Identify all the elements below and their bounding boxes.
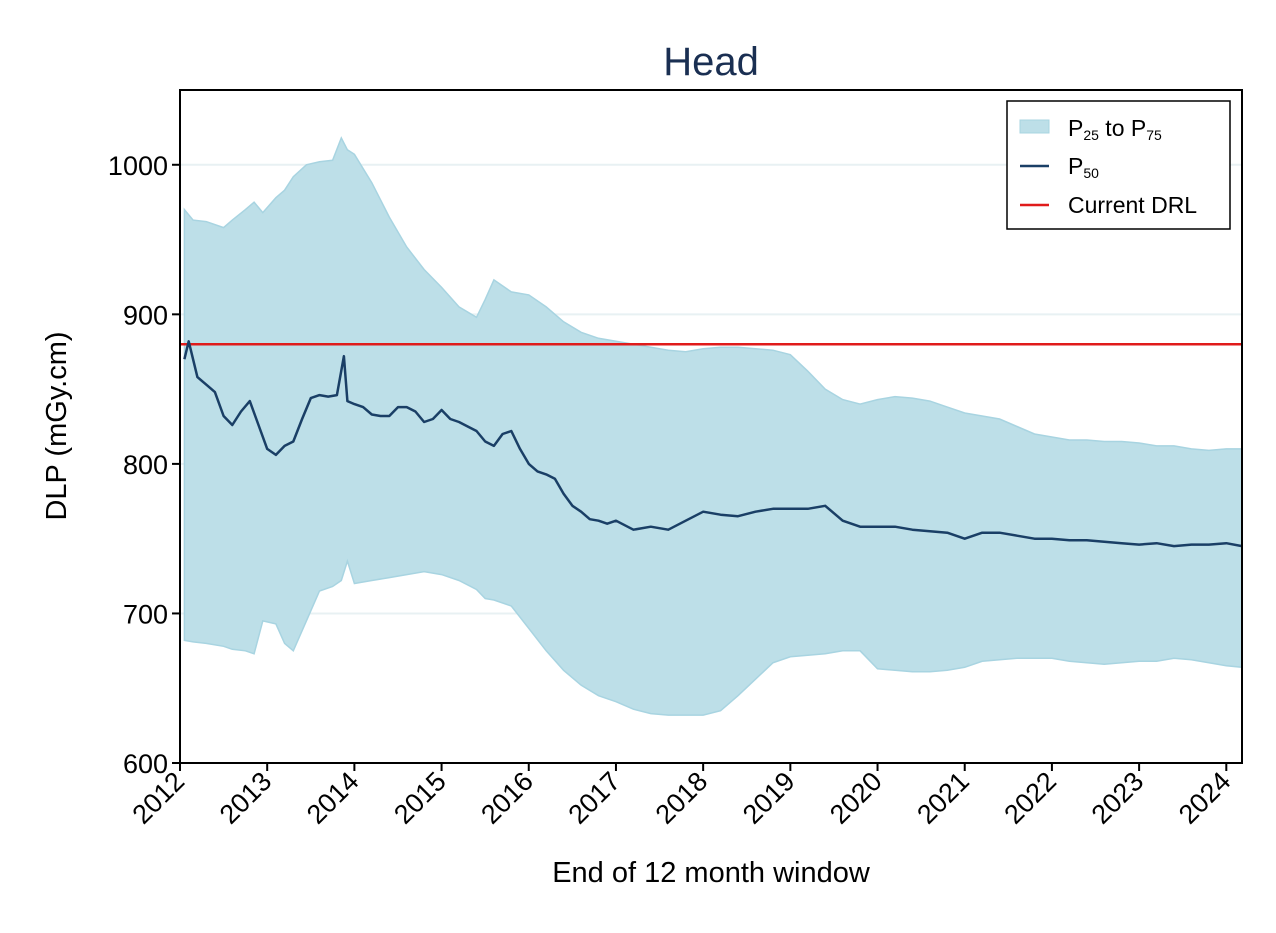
x-tick-label-2019: 2019	[737, 766, 801, 830]
legend-band-label: P25 to P75	[1068, 115, 1162, 143]
x-tick-label-2022: 2022	[998, 766, 1062, 830]
y-tick-label-700: 700	[123, 599, 168, 629]
x-tick-label-2021: 2021	[911, 766, 975, 830]
y-axis-label: DLP (mGy.cm)	[41, 331, 73, 520]
legend-median-label: P50	[1068, 153, 1099, 181]
plot-frame	[179, 89, 1243, 764]
y-axis-ticks: 600 700 800 900 1000	[108, 151, 180, 779]
x-tick-label-2016: 2016	[475, 766, 539, 830]
y-tick-label-1000: 1000	[108, 151, 168, 181]
x-axis-label: End of 12 month window	[552, 857, 871, 889]
legend-drl-label: Current DRL	[1068, 192, 1197, 218]
chart-title: Head	[663, 40, 759, 84]
y-tick-label-800: 800	[123, 450, 168, 480]
median-line	[183, 340, 1243, 548]
x-tick-label-2013: 2013	[214, 766, 278, 830]
x-tick-label-2014: 2014	[301, 766, 365, 830]
x-tick-label-2023: 2023	[1086, 766, 1150, 830]
x-tick-label-2017: 2017	[563, 766, 627, 830]
y-tick-label-600: 600	[123, 749, 168, 779]
legend-band-swatch	[1019, 119, 1050, 134]
x-tick-label-2018: 2018	[650, 766, 714, 830]
y-tick-label-900: 900	[123, 300, 168, 330]
legend: P25 to P75 P50 Current DRL	[1006, 100, 1231, 230]
x-tick-label-2015: 2015	[388, 766, 452, 830]
x-axis-ticks: 2012 2013 2014 2015 2016 2017 2018 2019 2020 2021…	[127, 763, 1237, 830]
x-tick-label-2020: 2020	[824, 766, 888, 830]
x-tick-label-2024: 2024	[1173, 766, 1237, 830]
median-line-layer	[183, 340, 1243, 548]
